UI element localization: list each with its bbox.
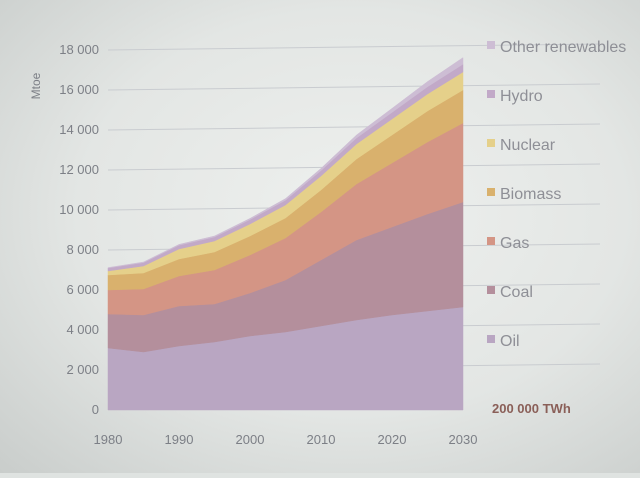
legend-swatch-biomass [487, 188, 495, 196]
x-tick-label: 1990 [165, 432, 194, 447]
y-tick-label: 0 [92, 402, 99, 417]
y-tick-label: 6 000 [66, 282, 99, 297]
legend-label-hydro: Hydro [500, 88, 543, 105]
area-series [107, 57, 464, 411]
area-other-renewables [107, 57, 464, 269]
legend: Other renewables Hydro Nuclear Biomass Gas Co… [487, 39, 626, 350]
x-tick-label: 2020 [378, 432, 407, 447]
y-tick-label: 2 000 [66, 362, 99, 377]
legend-label-gas: Gas [500, 235, 529, 252]
y-axis-ticks: 0 2 000 4 000 6 000 8 000 10 000 12 000 14 000 1… [59, 42, 99, 417]
grid-line-18000 [107, 43, 601, 51]
legend-label-oil: Oil [500, 333, 520, 350]
y-tick-label: 14 000 [59, 122, 99, 137]
y-tick-label: 8 000 [66, 242, 99, 257]
grid-line-16000 [107, 83, 601, 91]
legend-label-coal: Coal [500, 284, 533, 301]
grid-line-14000 [107, 123, 601, 131]
x-tick-label: 2030 [449, 432, 478, 447]
legend-label-other-renewables: Other renewables [500, 39, 626, 56]
legend-swatch-other-renewables [487, 41, 495, 49]
x-tick-label: 2010 [307, 432, 336, 447]
legend-swatch-coal [487, 286, 495, 294]
y-tick-label: 18 000 [59, 42, 99, 57]
annotation-note: 200 000 TWh [492, 401, 571, 416]
legend-swatch-hydro [487, 90, 495, 98]
x-axis-ticks: 1980 1990 2000 2010 2020 2030 [94, 432, 478, 447]
legend-swatch-oil [487, 335, 495, 343]
x-tick-label: 2000 [236, 432, 265, 447]
legend-label-biomass: Biomass [500, 186, 561, 203]
y-tick-label: 4 000 [66, 322, 99, 337]
y-tick-label: 10 000 [59, 202, 99, 217]
y-tick-label: 12 000 [59, 162, 99, 177]
y-axis-title: Mtoe [29, 72, 43, 99]
x-tick-label: 1980 [94, 432, 123, 447]
legend-swatch-gas [487, 237, 495, 245]
y-tick-label: 16 000 [59, 82, 99, 97]
legend-swatch-nuclear [487, 139, 495, 147]
legend-label-nuclear: Nuclear [500, 137, 556, 154]
